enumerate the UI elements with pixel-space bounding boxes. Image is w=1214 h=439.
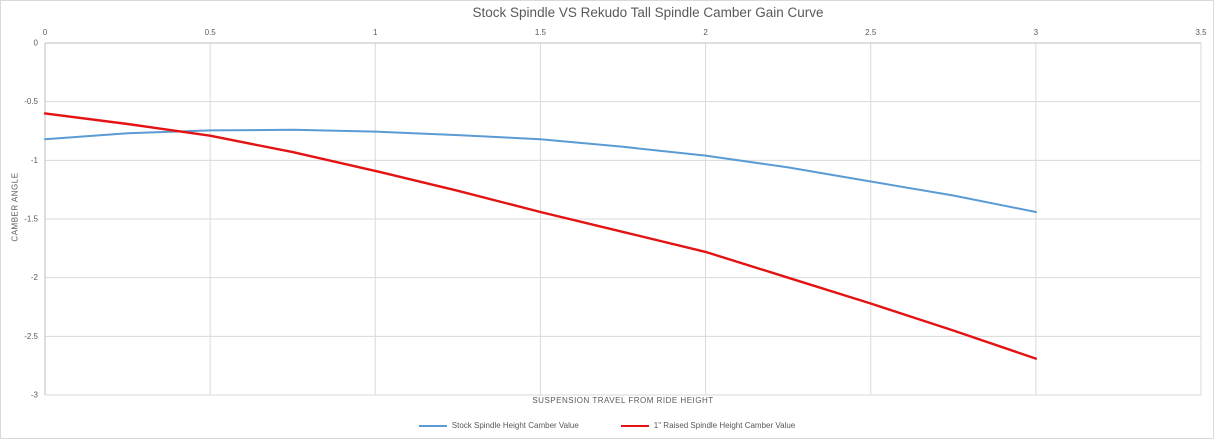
y-tick-label: 0 bbox=[34, 39, 39, 48]
x-tick-label: 0 bbox=[43, 28, 48, 37]
y-tick-label: -2.5 bbox=[24, 332, 38, 341]
raised-spindle-line-swatch bbox=[620, 424, 649, 427]
y-tick-labels: 0 -0.5 -1 -1.5 -2 -2.5 -3 bbox=[24, 39, 38, 400]
stock-spindle-line-swatch bbox=[418, 424, 447, 427]
legend-label-raised-spindle: 1" Raised Spindle Height Camber Value bbox=[653, 421, 796, 430]
legend: Stock Spindle Height Camber Value 1" Rai… bbox=[1, 421, 1213, 430]
x-tick-label: 1.5 bbox=[535, 28, 547, 37]
legend-label-stock-spindle: Stock Spindle Height Camber Value bbox=[451, 421, 579, 430]
y-tick-label: -1 bbox=[31, 156, 39, 165]
series-line-1 bbox=[43, 112, 1038, 360]
legend-item-raised-spindle: 1" Raised Spindle Height Camber Value bbox=[620, 421, 796, 430]
x-tick-label: 0.5 bbox=[205, 28, 217, 37]
x-tick-label: 3 bbox=[1034, 28, 1039, 37]
series-line-0 bbox=[44, 128, 1037, 213]
x-tick-label: 1 bbox=[373, 28, 378, 37]
chart-title: Stock Spindle VS Rekudo Tall Spindle Cam… bbox=[472, 5, 824, 20]
y-tick-label: -3 bbox=[31, 391, 39, 400]
y-tick-label: -2 bbox=[31, 273, 39, 282]
y-tick-label: -1.5 bbox=[24, 215, 38, 224]
axis-lines bbox=[44, 42, 1201, 395]
x-tick-label: 3.5 bbox=[1195, 28, 1207, 37]
x-tick-label: 2 bbox=[703, 28, 708, 37]
y-tick-label: -0.5 bbox=[24, 97, 38, 106]
legend-item-stock-spindle: Stock Spindle Height Camber Value bbox=[418, 421, 579, 430]
gridlines bbox=[45, 43, 1202, 396]
series-lines bbox=[43, 112, 1038, 360]
x-tick-labels: 0 0.5 1 1.5 2 2.5 3 3.5 bbox=[43, 28, 1207, 37]
x-tick-label: 2.5 bbox=[865, 28, 877, 37]
x-axis-title: SUSPENSION TRAVEL FROM RIDE HEIGHT bbox=[532, 396, 714, 405]
